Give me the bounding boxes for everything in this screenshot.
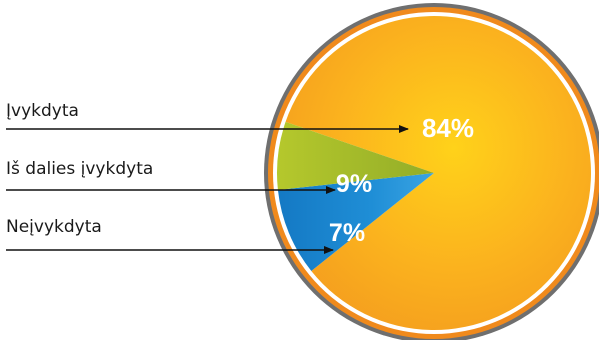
pie-legend: Įvykdyta Iš dalies įvykdyta Neįvykdyta [6,101,409,254]
pie-slices [277,15,591,330]
legend-label: Iš dalies įvykdyta [6,159,153,179]
legend-label: Įvykdyta [6,101,79,121]
pie-slice-3 [277,121,434,190]
pie-slice-percent-label: 9% [336,170,372,198]
pie-slice-percent-label: 7% [329,219,365,247]
pie-slice-1 [285,15,591,330]
pie-slice-percent-label: 84% [422,113,474,143]
pie-percent-labels: 84% 9% 7% [329,113,474,247]
legend-label: Neįvykdyta [6,217,102,237]
pie-slice-2 [277,173,434,271]
